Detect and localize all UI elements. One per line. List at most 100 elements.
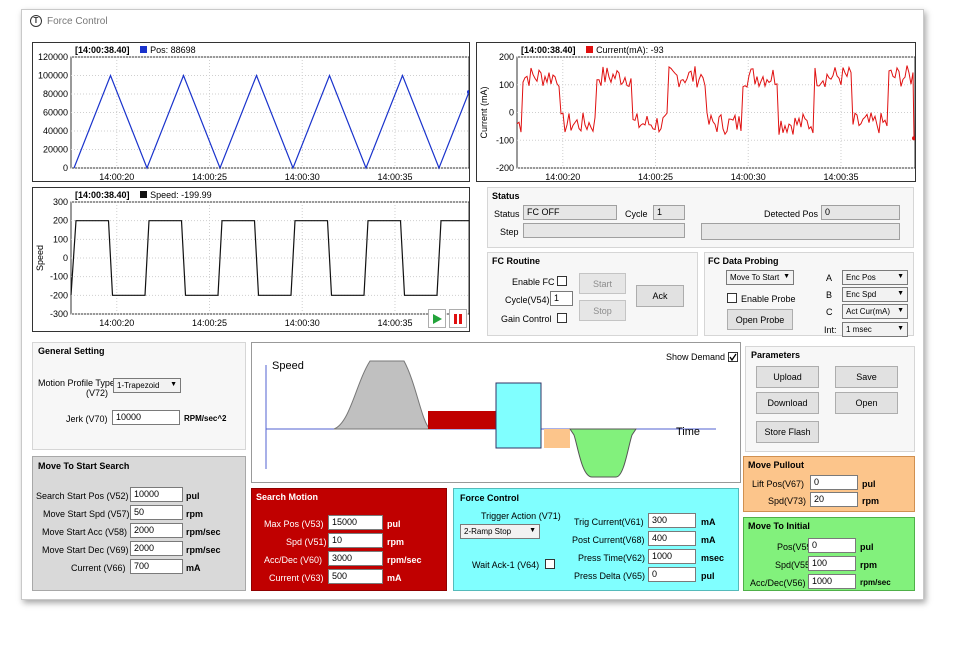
channel-b-select[interactable]: Enc Spd ▼ <box>842 287 908 302</box>
chevron-down-icon: ▼ <box>897 307 904 314</box>
y-tick-label: 100 <box>499 80 514 90</box>
current-v63-unit: mA <box>387 573 402 583</box>
download-button[interactable]: Download <box>756 392 819 414</box>
pos-v59-unit: pul <box>860 542 874 552</box>
save-button[interactable]: Save <box>835 366 898 388</box>
cycle-v54-input[interactable]: 1 <box>550 291 573 306</box>
spd-v51-input[interactable]: 10 <box>328 533 383 548</box>
jerk-input[interactable]: 10000 <box>112 410 180 425</box>
enable-probe-label: Enable Probe <box>741 294 796 304</box>
gain-control-checkbox[interactable] <box>557 313 567 323</box>
title-bar: T Force Control <box>22 10 923 32</box>
press-delta-unit: pul <box>701 571 715 581</box>
channel-c-select[interactable]: Act Cur(mA) ▼ <box>842 304 908 319</box>
detected-pos-field: 0 <box>821 205 900 220</box>
enable-probe-checkbox[interactable] <box>727 293 737 303</box>
profile-type-select[interactable]: 1-Trapezoid ▼ <box>113 378 181 393</box>
interval-value: 1 msec <box>846 325 872 334</box>
current-v63-label: Current (V63) <box>269 573 324 583</box>
trigger-action-select[interactable]: 2-Ramp Stop ▼ <box>460 524 540 539</box>
probing-title: FC Data Probing <box>708 256 779 266</box>
move-start-dec-input[interactable]: 2000 <box>130 541 183 556</box>
lift-pos-input[interactable]: 0 <box>810 475 858 490</box>
move-to-start-panel: Move To Start Search Search Start Pos (V… <box>32 456 246 591</box>
move-start-spd-unit: rpm <box>186 509 204 519</box>
current-chart: [14:00:38.40] Current(mA): -93 200 100 0 -1… <box>476 42 916 182</box>
probe-mode-value: Move To Start <box>730 273 780 282</box>
spd-v73-input[interactable]: 20 <box>810 492 858 507</box>
x-tick-label: 14:00:35 <box>377 318 412 328</box>
max-pos-label: Max Pos (V53) <box>264 519 324 529</box>
wait-ack-checkbox[interactable] <box>545 559 555 569</box>
post-current-input[interactable]: 400 <box>648 531 696 546</box>
move-start-current-label: Current (V66) <box>71 563 126 573</box>
move-to-initial-panel: Move To Initial Pos(V59) 0 pul Spd(V55) … <box>743 517 915 591</box>
spd-v55-unit: rpm <box>860 560 878 570</box>
wait-ack-label: Wait Ack-1 (V64) <box>472 560 540 570</box>
status-panel: Status Status FC OFF Cycle 1 Detected Po… <box>487 187 914 248</box>
force-control-title: Force Control <box>460 493 520 503</box>
store-flash-button[interactable]: Store Flash <box>756 421 819 443</box>
spd-v51-label: Spd (V51) <box>286 537 327 547</box>
trig-current-input[interactable]: 300 <box>648 513 696 528</box>
trigger-action-value: 2-Ramp Stop <box>464 527 512 536</box>
open-button[interactable]: Open <box>835 392 898 414</box>
x-tick-label: 14:00:35 <box>823 172 858 181</box>
probe-mode-select[interactable]: Move To Start ▼ <box>726 270 794 285</box>
move-initial-title: Move To Initial <box>748 521 810 531</box>
max-pos-input[interactable]: 15000 <box>328 515 383 530</box>
channel-b-value: Enc Spd <box>846 290 877 299</box>
channel-a-select[interactable]: Enc Pos ▼ <box>842 270 908 285</box>
move-start-acc-input[interactable]: 2000 <box>130 523 183 538</box>
y-tick-label: 20000 <box>43 145 68 155</box>
x-tick-label: 14:00:35 <box>377 172 412 181</box>
play-button[interactable] <box>428 309 446 328</box>
y-tick-label: 0 <box>63 163 68 173</box>
start-button[interactable]: Start <box>579 273 626 294</box>
pos-v59-input[interactable]: 0 <box>808 538 856 553</box>
move-start-dec-unit: rpm/sec <box>186 545 221 555</box>
channel-a-label: A <box>826 273 833 283</box>
lift-pos-unit: pul <box>862 479 876 489</box>
y-tick-label: 300 <box>53 197 68 207</box>
cur-legend-label: Current(mA): -93 <box>596 45 664 55</box>
stop-recording-button[interactable] <box>449 309 467 328</box>
lift-pos-label: Lift Pos(V67) <box>752 479 805 489</box>
chevron-down-icon: ▼ <box>783 273 790 280</box>
move-start-spd-input[interactable]: 50 <box>130 505 183 520</box>
show-demand-checkbox[interactable] <box>728 352 738 362</box>
current-v63-input[interactable]: 500 <box>328 569 383 584</box>
y-tick-label: -200 <box>50 290 68 300</box>
acc-dec-v56-input[interactable]: 1000 <box>808 574 856 589</box>
interval-label: Int: <box>824 325 837 335</box>
speed-axis-label: Speed <box>272 360 304 372</box>
parameters-title: Parameters <box>751 350 801 360</box>
search-start-pos-input[interactable]: 10000 <box>130 487 183 502</box>
press-delta-input[interactable]: 0 <box>648 567 696 582</box>
app-logo-icon: T <box>30 15 42 27</box>
pos-legend-swatch <box>140 46 148 53</box>
acc-dec-v60-input[interactable]: 3000 <box>328 551 383 566</box>
interval-select[interactable]: 1 msec ▼ <box>842 322 908 337</box>
enable-fc-checkbox[interactable] <box>557 276 567 286</box>
spd-v55-input[interactable]: 100 <box>808 556 856 571</box>
upload-button[interactable]: Upload <box>756 366 819 388</box>
press-time-input[interactable]: 1000 <box>648 549 696 564</box>
chevron-down-icon: ▼ <box>170 381 177 388</box>
checkmark-icon <box>729 353 737 361</box>
move-pullout-panel: Move Pullout Lift Pos(V67) 0 pul Spd(V73… <box>743 456 915 512</box>
ack-button[interactable]: Ack <box>636 285 684 307</box>
move-start-current-input[interactable]: 700 <box>130 559 183 574</box>
trig-current-label: Trig Current(V61) <box>574 517 644 527</box>
stop-button[interactable]: Stop <box>579 300 626 321</box>
profile-graphic <box>265 360 716 478</box>
open-probe-button[interactable]: Open Probe <box>727 309 793 330</box>
press-delta-label: Press Delta (V65) <box>574 571 646 581</box>
y-tick-label: 40000 <box>43 126 68 136</box>
chevron-down-icon: ▼ <box>897 273 904 280</box>
profile-type-value: 1-Trapezoid <box>117 381 160 390</box>
speed-chart: [14:00:38.40] Speed: -199.99 300 200 100 0 -… <box>32 187 470 332</box>
x-tick-label: 14:00:25 <box>192 318 227 328</box>
detected-pos-label: Detected Pos <box>764 209 819 219</box>
press-time-unit: msec <box>701 553 725 563</box>
